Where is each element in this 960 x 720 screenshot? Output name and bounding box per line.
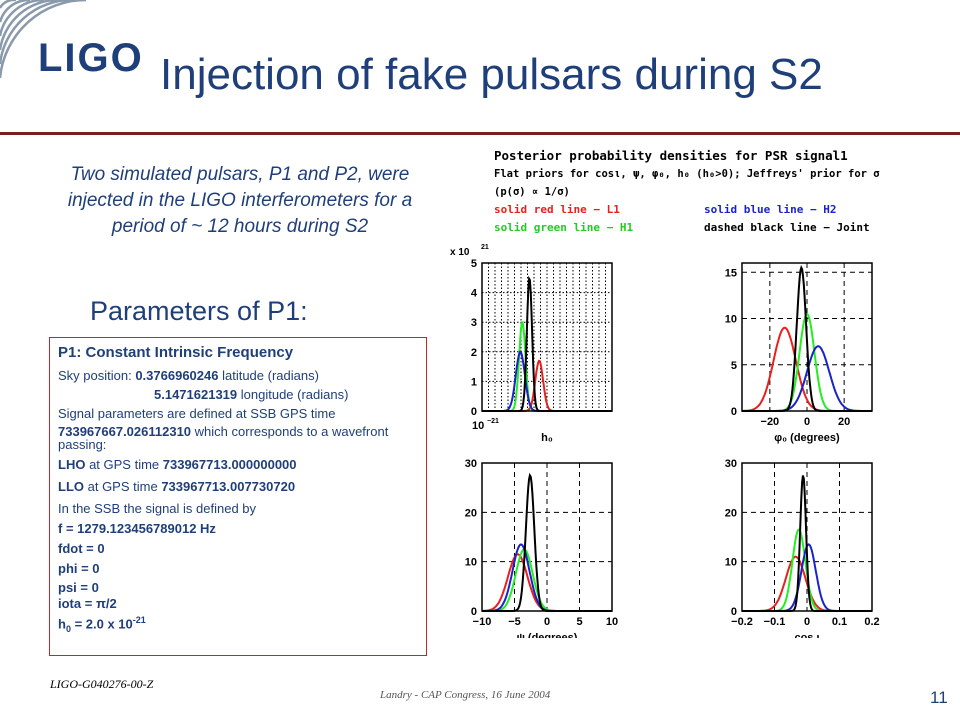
lho-time: 733967713.000000000 <box>162 457 297 472</box>
slide-title: Injection of fake pulsars during S2 <box>160 50 823 99</box>
parameters-box: P1: Constant Intrinsic Frequency Sky pos… <box>49 337 427 656</box>
panel-1-ytick-2: 2 <box>471 347 477 359</box>
panel-2-ytick-1: 5 <box>731 360 737 372</box>
panel-2-xtick-0: −20 <box>761 416 780 428</box>
legend-black: dashed black line − Joint <box>704 221 870 234</box>
panel-3-ytick-1: 10 <box>465 557 477 569</box>
chart-legend: Posterior probability densities for PSR … <box>494 147 914 237</box>
document-id: LIGO-G040276-00-Z <box>50 677 154 691</box>
panel-4-ytick-3: 30 <box>725 458 737 470</box>
panel-1-frame <box>481 262 613 412</box>
sky-position-longitude: 5.1471621319 longitude (radians) <box>58 387 418 403</box>
panel-1-multiplier: x 10 <box>450 247 470 258</box>
panel-2-ytick-3: 15 <box>725 267 737 279</box>
ssb-time-line: 733967667.026112310 which corresponds to… <box>58 425 418 451</box>
legend-row-2: solid green line − H1 dashed black line … <box>494 219 914 237</box>
param-f: f = 1279.123456789012 Hz <box>58 521 216 536</box>
panel-4-xtick-3: 0.1 <box>832 616 847 628</box>
param-fdot: fdot = 0 <box>58 541 105 556</box>
panel-1-xtick-base: 10 <box>472 420 484 432</box>
params-heading: Parameters of P1: <box>90 296 308 326</box>
posterior-charts: 0 1 2 3 4 5 h₀ 0 5 10 15 −20 0 20 φ₀ (degrees) 0 10 20 30 −… <box>450 244 880 638</box>
panel-1-xtick-exp: −21 <box>487 418 499 425</box>
legend-red: solid red line − L1 <box>494 203 620 216</box>
intro-text: Two simulated pulsars, P1 and P2, were i… <box>67 164 413 237</box>
panel-1-ytick-5: 5 <box>471 258 477 270</box>
lho-line: LHO at GPS time 733967713.000000000 <box>58 457 418 473</box>
panel-1-ytick-0: 0 <box>471 406 477 418</box>
panel-3-xtick-3: 5 <box>576 616 582 628</box>
ssb-defined: In the SSB the signal is defined by <box>58 501 257 516</box>
latitude-value: 0.3766960246 <box>135 368 219 383</box>
panel-3-xtick-1: −5 <box>508 616 521 628</box>
panel-1-multiplier-exp: 21 <box>481 244 489 251</box>
longitude-suffix: longitude (radians) <box>237 387 349 402</box>
llo-time: 733967713.007730720 <box>161 479 296 494</box>
h0-mid: = 2.0 x 10 <box>70 616 133 632</box>
ssb-suffix: which corresponds to a wavefront passing… <box>58 424 389 452</box>
panel-2-xtick-2: 20 <box>838 416 850 428</box>
llo-mid: at GPS time <box>84 479 162 494</box>
param-psi: psi = 0 <box>58 580 99 595</box>
legend-blue: solid blue line − H2 <box>704 203 837 216</box>
panel-3-frame <box>481 462 613 612</box>
iota-prefix: iota = <box>58 596 96 611</box>
panel-4-frame <box>741 462 873 612</box>
panel-4-xtick-0: −0.2 <box>731 616 753 628</box>
panel-4-xtick-1: −0.1 <box>764 616 786 628</box>
panel-1-ytick-3: 3 <box>471 317 477 329</box>
legend-priors: Flat priors for cosι, ψ, φ₀, h₀ (h₀>0); … <box>494 168 880 198</box>
latitude-suffix: latitude (radians) <box>218 368 319 383</box>
panel-3-xtick-0: −10 <box>473 616 492 628</box>
params-box-heading: P1: Constant Intrinsic Frequency <box>58 344 294 361</box>
panel-4-ytick-0: 0 <box>731 606 737 618</box>
panel-3-ytick-2: 20 <box>465 507 477 519</box>
longitude-value: 5.1471621319 <box>154 387 238 402</box>
panel-3-ytick-0: 0 <box>471 606 477 618</box>
panel-1-ytick-1: 1 <box>471 376 477 388</box>
panel-2-xlabel: φ₀ (degrees) <box>774 432 840 444</box>
panel-4-ytick-1: 10 <box>725 557 737 569</box>
param-phi: phi = 0 <box>58 561 100 576</box>
panel-1-ytick-4: 4 <box>471 288 478 300</box>
legend-row-1: solid red line − L1 solid blue line − H2 <box>494 201 914 219</box>
panel-3-xtick-2: 0 <box>544 616 550 628</box>
panel-4-xlabel: cos ι <box>794 632 819 638</box>
panel-2-xtick-1: 0 <box>804 416 810 428</box>
h0-exp: -21 <box>132 615 146 625</box>
iota-value: π/2 <box>95 596 117 611</box>
sky-position-latitude: Sky position: 0.3766960246 latitude (rad… <box>58 368 418 384</box>
lho-label: LHO <box>58 457 86 472</box>
ssb-text: Signal parameters are defined at SSB GPS… <box>58 406 336 421</box>
legend-green: solid green line − H1 <box>494 221 634 234</box>
param-h0: h0 = 2.0 x 10-21 <box>58 612 418 637</box>
title-divider <box>0 132 960 135</box>
panel-2-ytick-2: 10 <box>725 314 737 326</box>
ligo-logo: LIGO <box>38 36 144 80</box>
h0-sub: 0 <box>65 623 71 634</box>
llo-line: LLO at GPS time 733967713.007730720 <box>58 479 418 495</box>
lho-mid: at GPS time <box>85 457 163 472</box>
panel-1-series-h1 <box>482 320 612 412</box>
param-iota: iota = π/2 <box>58 596 418 612</box>
panel-2-frame <box>741 262 873 412</box>
panel-4-xtick-2: 0 <box>804 616 810 628</box>
panel-4-xtick-4: 0.2 <box>864 616 879 628</box>
ssb-time: 733967667.026112310 <box>58 424 192 439</box>
panel-4-ytick-2: 20 <box>725 507 737 519</box>
panel-3-xlabel: ψ (degrees) <box>517 632 578 638</box>
panel-3-ytick-3: 30 <box>465 458 477 470</box>
panel-1-xlabel: h₀ <box>541 432 553 444</box>
legend-title: Posterior probability densities for PSR … <box>494 148 848 163</box>
ligo-logo-arcs <box>0 0 86 79</box>
sky-prefix: Sky position: <box>58 368 136 383</box>
panel-3-xtick-4: 10 <box>606 616 618 628</box>
h0-prefix: h <box>58 616 66 632</box>
page-number: 11 <box>930 688 948 707</box>
panel-2-ytick-0: 0 <box>731 406 737 418</box>
conference-footer: Landry - CAP Congress, 16 June 2004 <box>380 689 551 701</box>
llo-label: LLO <box>58 479 84 494</box>
